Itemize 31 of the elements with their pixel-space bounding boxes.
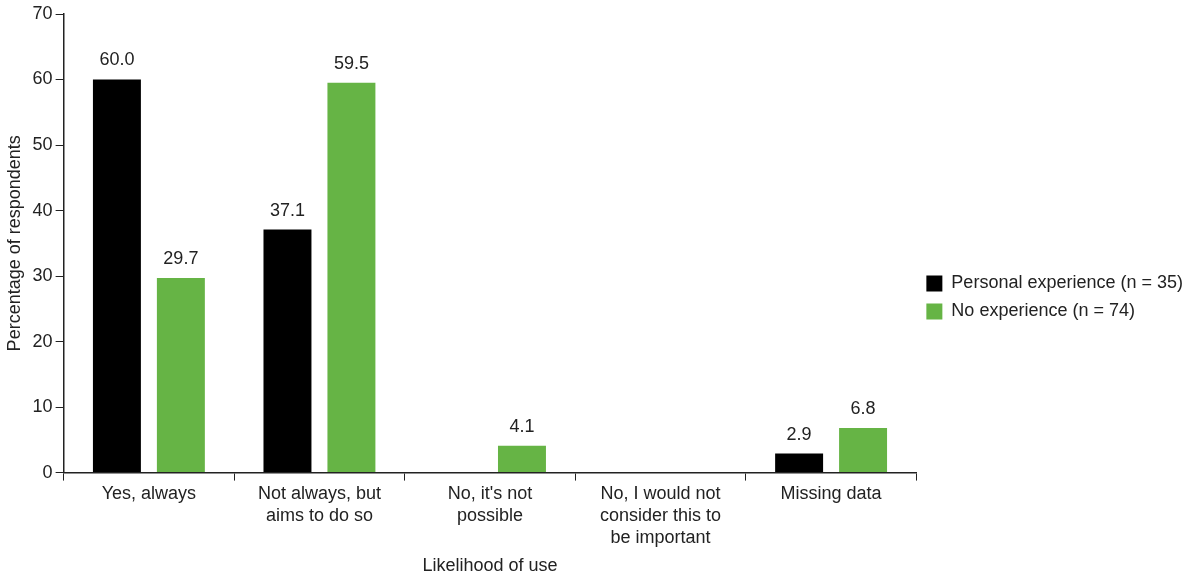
data-label: 60.0 xyxy=(99,49,135,70)
x-tick-label: Not always, but aims to do so xyxy=(257,483,381,525)
x-tick-label: No, I would not consider this to be important xyxy=(600,483,722,547)
y-tick-label: 60 xyxy=(32,68,53,89)
bar xyxy=(497,445,546,473)
y-axis-title: Percentage of respondents xyxy=(3,135,24,352)
y-tick-label: 20 xyxy=(32,330,53,351)
x-tick-label: Missing data xyxy=(780,483,883,504)
y-tick-label: 70 xyxy=(32,2,53,23)
bar xyxy=(327,82,376,473)
data-label: 59.5 xyxy=(333,52,369,73)
data-label: 29.7 xyxy=(163,247,199,268)
y-tick-label: 40 xyxy=(32,199,53,220)
data-label: 4.1 xyxy=(509,415,535,436)
x-axis-title: Likelihood of use xyxy=(422,555,558,576)
y-tick-label: 50 xyxy=(32,134,53,154)
legend-label: No experience (n = 74) xyxy=(951,300,1135,321)
legend-label: Personal experience (n = 35) xyxy=(951,272,1183,293)
bar xyxy=(263,229,312,473)
bar xyxy=(839,428,888,473)
data-label: 37.1 xyxy=(269,199,305,220)
y-tick-label: 10 xyxy=(32,396,53,417)
y-tick-label: 0 xyxy=(42,461,53,482)
bar xyxy=(775,453,824,473)
x-tick-label: Yes, always xyxy=(101,483,197,504)
x-tick-label: No, it's not possible xyxy=(447,483,533,525)
data-label: 2.9 xyxy=(786,423,812,444)
data-label: 6.8 xyxy=(850,398,876,419)
bar xyxy=(92,79,141,473)
bar xyxy=(156,278,205,473)
y-tick-label: 30 xyxy=(32,265,53,286)
